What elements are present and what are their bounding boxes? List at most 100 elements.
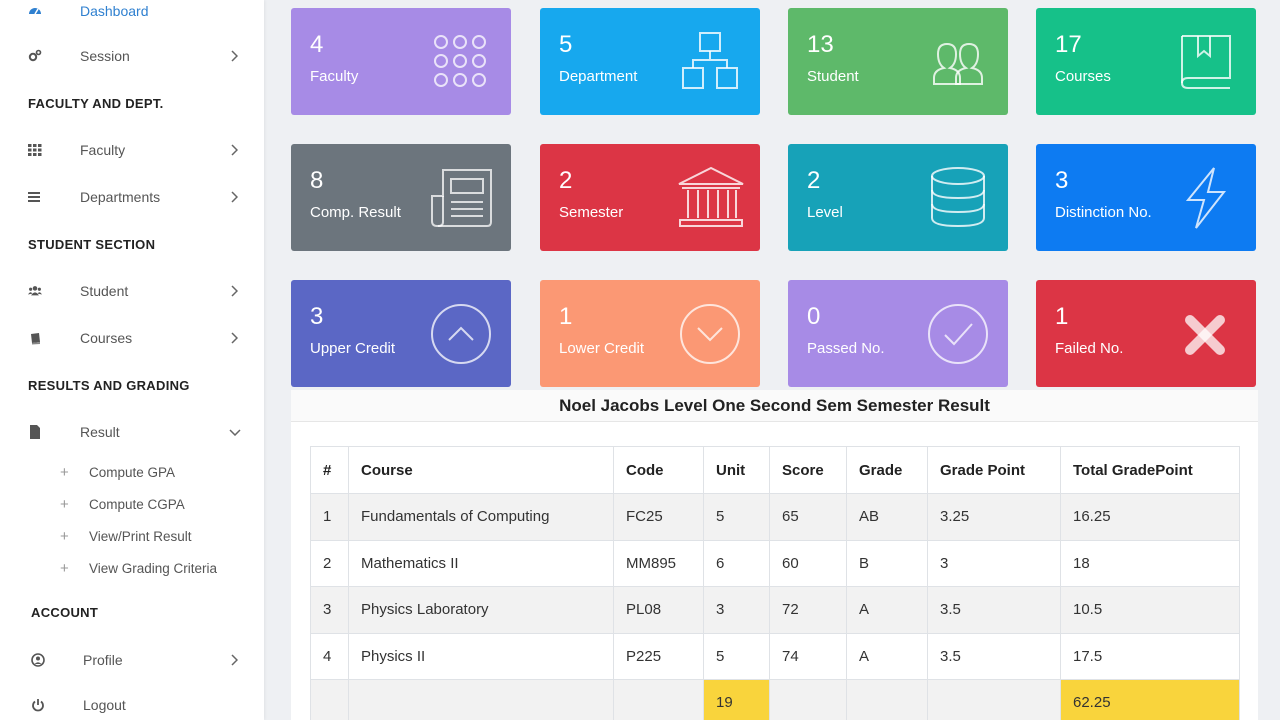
card-label: Courses — [1055, 68, 1111, 85]
table-cell: 4 — [310, 632, 349, 680]
table-cell: 10.5 — [1060, 586, 1240, 634]
chevron-right-icon — [228, 50, 240, 62]
table-cell — [613, 679, 704, 720]
table-cell: 6 — [703, 539, 770, 587]
sidebar-item-label: Result — [80, 424, 120, 440]
section-title-student: STUDENT SECTION — [28, 237, 156, 252]
card-value: 1 — [559, 303, 573, 330]
card-value: 5 — [559, 31, 573, 58]
table-cell: 17.5 — [1060, 632, 1240, 680]
table-cell: 3 — [927, 539, 1061, 587]
total-units-cell: 19 — [703, 679, 770, 720]
column-header: Score — [769, 446, 847, 494]
check-circle-icon — [926, 302, 990, 366]
database-icon — [926, 166, 990, 230]
table-cell: P225 — [613, 632, 704, 680]
card-lower-credit[interactable]: 1 Lower Credit — [540, 280, 760, 387]
institution-icon — [676, 166, 746, 230]
table-cell — [348, 679, 614, 720]
table-cell: A — [846, 586, 928, 634]
plus-icon: + — [60, 463, 69, 481]
card-semester[interactable]: 2 Semester — [540, 144, 760, 251]
table-cell: B — [846, 539, 928, 587]
card-label: Lower Credit — [559, 340, 645, 357]
sidebar-item-session[interactable]: Session — [0, 36, 264, 76]
sitemap-icon — [678, 30, 742, 94]
table-cell: 65 — [769, 493, 847, 541]
file-icon — [28, 425, 42, 439]
table-cell: 60 — [769, 539, 847, 587]
table-cell — [769, 679, 847, 720]
card-courses[interactable]: 17 Courses — [1036, 8, 1256, 115]
power-icon — [31, 698, 45, 712]
card-value: 13 — [807, 31, 834, 58]
table-cell: PL08 — [613, 586, 704, 634]
card-faculty[interactable]: 4 Faculty — [291, 8, 511, 115]
sidebar-subitem-view-print-result[interactable]: + View/Print Result — [60, 527, 192, 545]
newspaper-icon — [429, 166, 493, 230]
table-cell: 2 — [310, 539, 349, 587]
card-passed[interactable]: 0 Passed No. — [788, 280, 1008, 387]
chevron-right-icon — [228, 654, 240, 666]
card-department[interactable]: 5 Department — [540, 8, 760, 115]
card-value: 0 — [807, 303, 821, 330]
result-table: # Course Code Unit Score Grade Grade Poi… — [310, 446, 1240, 720]
table-row: 4 Physics II P225 5 74 A 3.5 17.5 — [310, 632, 1240, 680]
sidebar-item-dashboard[interactable]: Dashboard — [0, 0, 264, 31]
sidebar-item-label: Faculty — [80, 142, 126, 158]
table-cell: MM895 — [613, 539, 704, 587]
plus-icon: + — [60, 559, 69, 577]
sidebar-item-label: Session — [80, 48, 130, 64]
grid-dots-icon — [429, 30, 493, 94]
sidebar-item-label: Student — [80, 283, 129, 299]
sidebar-item-label: Profile — [83, 652, 123, 668]
card-value: 4 — [310, 31, 324, 58]
sidebar-subitem-view-grading-criteria[interactable]: + View Grading Criteria — [60, 559, 218, 577]
sidebar-subitem-compute-gpa[interactable]: + Compute GPA — [60, 463, 176, 481]
table-row: 2 Mathematics II MM895 6 60 B 3 18 — [310, 539, 1240, 587]
grid-icon — [28, 143, 42, 157]
sidebar-item-courses[interactable]: Courses — [0, 318, 264, 358]
card-level[interactable]: 2 Level — [788, 144, 1008, 251]
result-title: Noel Jacobs Level One Second Sem Semeste… — [291, 390, 1258, 422]
card-value: 8 — [310, 167, 324, 194]
table-cell: 74 — [769, 632, 847, 680]
card-value: 2 — [807, 167, 821, 194]
table-cell: AB — [846, 493, 928, 541]
card-value: 2 — [559, 167, 573, 194]
dashboard-icon — [28, 4, 42, 18]
table-header-row: # Course Code Unit Score Grade Grade Poi… — [310, 446, 1240, 494]
card-label: Level — [807, 204, 843, 221]
card-upper-credit[interactable]: 3 Upper Credit — [291, 280, 511, 387]
card-label: Upper Credit — [310, 340, 396, 357]
card-distinction[interactable]: 3 Distinction No. — [1036, 144, 1256, 251]
table-cell: 3.5 — [927, 586, 1061, 634]
table-cell — [310, 679, 349, 720]
sidebar-item-student[interactable]: Student — [0, 271, 264, 311]
table-cell: 5 — [703, 493, 770, 541]
gears-icon — [28, 49, 42, 63]
user-circle-icon — [31, 653, 45, 667]
chevron-right-icon — [228, 332, 240, 344]
table-cell — [927, 679, 1061, 720]
chevron-right-icon — [228, 285, 240, 297]
sidebar-item-logout[interactable]: Logout — [0, 685, 264, 720]
table-row: 1 Fundamentals of Computing FC25 5 65 AB… — [310, 493, 1240, 541]
sidebar-item-result[interactable]: Result — [0, 412, 264, 452]
sidebar-subitem-compute-cgpa[interactable]: + Compute CGPA — [60, 495, 185, 513]
card-student[interactable]: 13 Student — [788, 8, 1008, 115]
table-cell: Physics II — [348, 632, 614, 680]
card-value: 3 — [310, 303, 324, 330]
card-failed[interactable]: 1 Failed No. — [1036, 280, 1256, 387]
sidebar-item-faculty[interactable]: Faculty — [0, 130, 264, 170]
card-value: 1 — [1055, 303, 1069, 330]
total-gradepoint-cell: 62.25 — [1060, 679, 1240, 720]
sidebar-item-departments[interactable]: Departments — [0, 177, 264, 217]
card-comp-result[interactable]: 8 Comp. Result — [291, 144, 511, 251]
column-header: Code — [613, 446, 704, 494]
sidebar-item-label: Departments — [80, 189, 161, 205]
card-label: Distinction No. — [1055, 204, 1152, 221]
card-label: Faculty — [310, 68, 359, 85]
sidebar-item-profile[interactable]: Profile — [0, 640, 264, 680]
list-icon — [28, 190, 42, 204]
